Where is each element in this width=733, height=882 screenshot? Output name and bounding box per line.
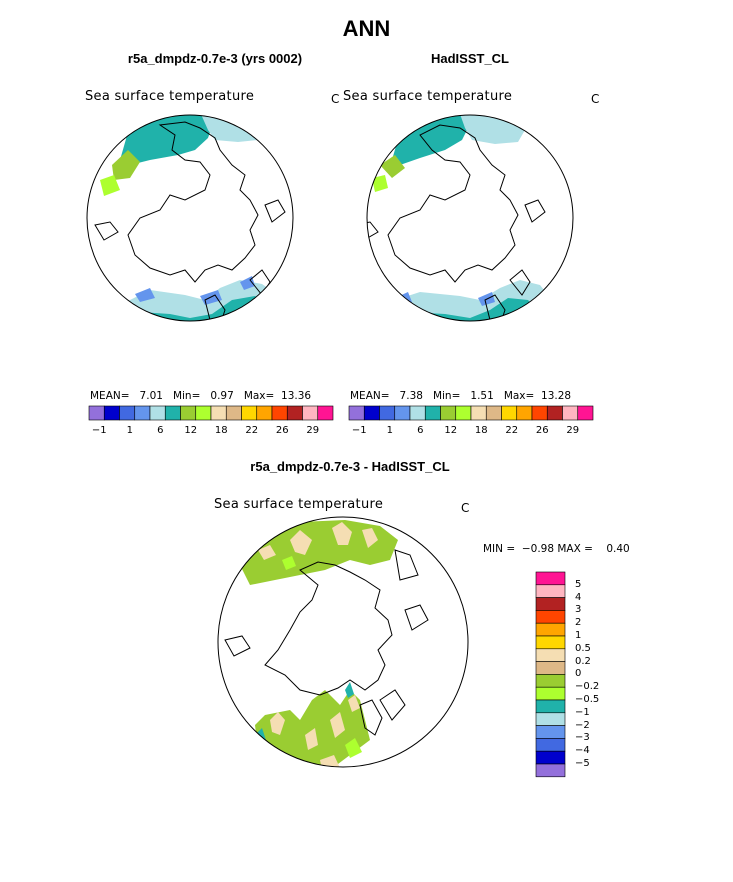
- colorbar-tick-label: −2: [575, 719, 590, 731]
- colorbar-swatch: [535, 712, 566, 726]
- colorbar-swatch: [535, 738, 566, 752]
- colorbar-swatch: [317, 405, 334, 421]
- mean-label: MEAN=: [90, 390, 130, 402]
- colorbar-tick-label: −1: [91, 425, 107, 436]
- colorbar-swatch: [535, 622, 566, 637]
- min-label: Min=: [432, 390, 461, 402]
- colorbar-tick-label: 22: [245, 425, 259, 436]
- colorbar-tick-label: 2: [575, 617, 582, 629]
- min-label: Min=: [172, 390, 201, 402]
- colorbar-tick-label: 12: [184, 425, 198, 436]
- colorbar-tick-label: 18: [474, 425, 488, 436]
- colorbar-tick-label: 26: [535, 425, 549, 436]
- panel-title-obs: HadISST_CL: [430, 51, 509, 66]
- colorbar-tick-label: 0.2: [575, 655, 591, 667]
- colorbar-tick-label: 29: [306, 425, 320, 436]
- colorbar-tick-label: 3: [575, 604, 582, 616]
- colorbar-tick-label: −0.5: [575, 694, 600, 705]
- colorbar-ticks-diff: 5 4 3 2 1 0.5 0.2 0 −0.2 −0.5 −1 −2 −3 −4 −5: [575, 572, 635, 782]
- colorbar-tick-label: 29: [566, 425, 580, 436]
- max-label: Max=: [503, 390, 535, 402]
- mean-value: 7.38: [399, 390, 423, 402]
- colorbar-obs: [348, 405, 594, 421]
- colorbar-tick-label: −1: [575, 706, 590, 718]
- diff-min-label: MIN =: [483, 543, 516, 555]
- colorbar-model: [88, 405, 334, 421]
- min-value: 0.97: [210, 390, 234, 402]
- colorbar-tick-label: 0: [575, 668, 582, 680]
- max-label: Max=: [243, 390, 275, 402]
- mean-value: 7.01: [139, 390, 163, 402]
- diff-field-label: Sea surface temperature: [214, 497, 384, 512]
- diff-max-value: 0.40: [606, 543, 630, 555]
- colorbar-tick-label: −5: [575, 758, 590, 769]
- colorbar-swatch: [535, 725, 566, 739]
- colorbar-swatch: [535, 635, 566, 650]
- colorbar-tick-label: −3: [575, 732, 590, 744]
- colorbar-tick-label: −1: [351, 425, 367, 436]
- colorbar-tick-label: 12: [444, 425, 458, 436]
- colorbar-tick-label: 1: [126, 425, 133, 436]
- diff-min-value: −0.98: [521, 543, 555, 555]
- colorbar-swatch: [535, 661, 566, 675]
- unit-label-obs: C: [591, 92, 600, 106]
- colorbar-swatch: [535, 571, 566, 586]
- colorbar-tick-label: 1: [386, 425, 393, 436]
- colorbar-diff: [535, 571, 566, 778]
- colorbar-tick-label: 5: [575, 578, 582, 590]
- colorbar-swatch: [535, 686, 566, 701]
- colorbar-tick-label: −0.2: [575, 681, 600, 693]
- colorbar-swatch: [535, 750, 566, 765]
- colorbar-tick-label: 6: [157, 425, 164, 436]
- colorbar-swatch: [535, 763, 566, 778]
- colorbar-tick-label: 6: [417, 425, 424, 436]
- figure-title: ANN: [342, 16, 391, 41]
- max-value: 13.36: [281, 390, 312, 402]
- stats-obs: MEAN= 7.38 Min= 1.51 Max= 13.28: [350, 390, 571, 402]
- field-label-model: Sea surface temperature: [85, 89, 255, 104]
- colorbar-swatch: [535, 674, 566, 688]
- colorbar-ticks-obs: −1 1 6 12 18 22 26 29: [349, 425, 593, 439]
- diff-minmax: MIN = −0.98 MAX = 0.40: [483, 543, 630, 555]
- colorbar-tick-label: 0.5: [575, 642, 591, 654]
- colorbar-tick-label: 18: [214, 425, 228, 436]
- colorbar-swatch: [535, 584, 566, 598]
- colorbar-swatch: [535, 610, 566, 624]
- colorbar-tick-label: 26: [275, 425, 289, 436]
- colorbar-tick-label: −4: [575, 745, 590, 757]
- field-label-obs: Sea surface temperature: [343, 89, 513, 104]
- max-value: 13.28: [541, 390, 572, 402]
- colorbar-tick-label: 22: [505, 425, 519, 436]
- diff-max-label: MAX =: [557, 543, 593, 555]
- mean-label: MEAN=: [350, 390, 390, 402]
- stats-model: MEAN= 7.01 Min= 0.97 Max= 13.36: [90, 390, 311, 402]
- panel-title-model: r5a_dmpdz-0.7e-3 (yrs 0002): [127, 51, 303, 66]
- colorbar-swatch: [535, 597, 566, 611]
- min-value: 1.51: [470, 390, 494, 402]
- diff-panel-title: r5a_dmpdz-0.7e-3 - HadISST_CL: [250, 459, 450, 474]
- colorbar-tick-label: 1: [575, 630, 582, 641]
- colorbar-swatch: [535, 699, 566, 714]
- diff-unit-label: C: [461, 501, 470, 515]
- unit-label-model: C: [331, 92, 340, 106]
- colorbar-swatch: [577, 405, 594, 421]
- colorbar-ticks-model: −1 1 6 12 18 22 26 29: [89, 425, 333, 439]
- colorbar-swatch: [535, 648, 566, 662]
- colorbar-tick-label: 4: [575, 591, 582, 603]
